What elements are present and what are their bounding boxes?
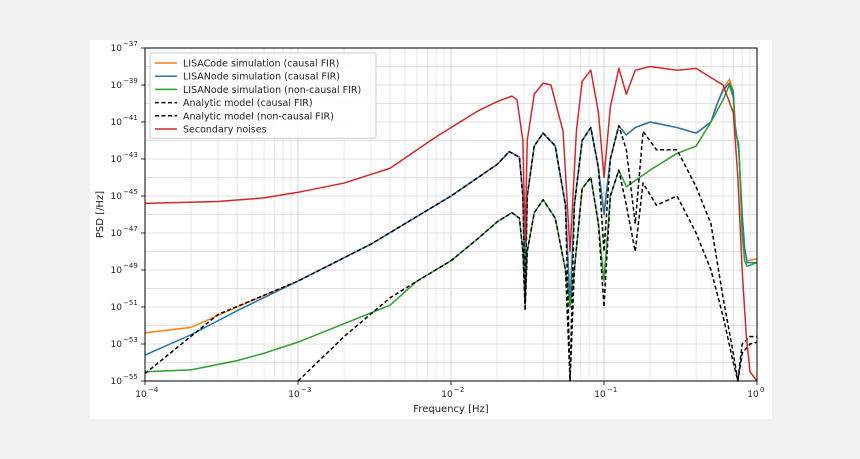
series-line-3 bbox=[144, 124, 757, 382]
x-tick-label: 10 −2 bbox=[441, 386, 464, 400]
svg-text:10: 10 bbox=[111, 340, 123, 350]
svg-text:0: 0 bbox=[760, 386, 764, 394]
svg-text:−45: −45 bbox=[123, 188, 138, 196]
y-tick-label: 10 −43 bbox=[111, 151, 138, 165]
svg-text:−55: −55 bbox=[123, 373, 138, 381]
svg-text:−39: −39 bbox=[123, 77, 138, 85]
svg-text:10: 10 bbox=[111, 303, 123, 313]
legend-entry: Analytic model (non-causal FIR) bbox=[183, 111, 334, 122]
svg-text:10: 10 bbox=[111, 155, 123, 165]
svg-text:−49: −49 bbox=[123, 262, 138, 270]
svg-text:10: 10 bbox=[111, 192, 123, 202]
legend: LISACode simulation (causal FIR) LISANode… bbox=[149, 52, 377, 139]
series-line-4 bbox=[297, 169, 758, 382]
series-lines bbox=[144, 65, 758, 382]
svg-text:10: 10 bbox=[441, 390, 453, 400]
series-line-5 bbox=[144, 65, 758, 382]
svg-text:10: 10 bbox=[111, 118, 123, 128]
legend-entry: Secondary noises bbox=[183, 125, 267, 136]
svg-text:−53: −53 bbox=[123, 336, 138, 344]
y-tick-label: 10 −39 bbox=[111, 77, 138, 91]
legend-entry: LISANode simulation (non-causal FIR) bbox=[183, 85, 361, 96]
y-tick-label: 10 −41 bbox=[111, 114, 138, 128]
svg-text:10: 10 bbox=[111, 81, 123, 91]
legend-entry: LISACode simulation (causal FIR) bbox=[183, 59, 339, 70]
y-tick-label: 10 −53 bbox=[111, 336, 138, 350]
y-tick-label: 10 −47 bbox=[111, 225, 138, 239]
svg-text:10: 10 bbox=[288, 390, 300, 400]
x-tick-label: 10 0 bbox=[747, 386, 764, 400]
svg-text:10: 10 bbox=[111, 266, 123, 276]
legend-box bbox=[149, 52, 377, 139]
svg-text:−41: −41 bbox=[123, 114, 138, 122]
x-tick-label: 10 −1 bbox=[594, 386, 617, 400]
svg-text:−43: −43 bbox=[123, 151, 138, 159]
svg-text:−1: −1 bbox=[607, 386, 617, 394]
y-tick-label: 10 −45 bbox=[111, 188, 138, 202]
svg-text:10: 10 bbox=[135, 390, 147, 400]
svg-text:−3: −3 bbox=[301, 386, 311, 394]
legend-entry: LISANode simulation (causal FIR) bbox=[183, 72, 340, 83]
y-tick-label: 10 −37 bbox=[111, 40, 138, 54]
y-axis-label: PSD [/Hz] bbox=[95, 191, 106, 238]
svg-text:−51: −51 bbox=[123, 299, 138, 307]
svg-text:−2: −2 bbox=[454, 386, 464, 394]
svg-text:10: 10 bbox=[594, 390, 606, 400]
svg-text:10: 10 bbox=[111, 44, 123, 54]
svg-text:−37: −37 bbox=[123, 40, 138, 48]
y-tick-label: 10 −49 bbox=[111, 262, 138, 276]
svg-text:10: 10 bbox=[111, 377, 123, 387]
series-line-1 bbox=[144, 82, 757, 356]
legend-entry: Analytic model (causal FIR) bbox=[183, 98, 313, 109]
x-tick-label: 10 −4 bbox=[135, 386, 159, 400]
x-tick-label: 10 −3 bbox=[288, 386, 311, 400]
svg-text:−47: −47 bbox=[123, 225, 138, 233]
y-tick-label: 10 −51 bbox=[111, 299, 138, 313]
x-axis-label: Frequency [Hz] bbox=[413, 404, 489, 415]
y-tick-label: 10 −55 bbox=[111, 373, 138, 387]
svg-text:10: 10 bbox=[111, 229, 123, 239]
svg-text:10: 10 bbox=[747, 390, 759, 400]
svg-text:−4: −4 bbox=[148, 386, 159, 394]
